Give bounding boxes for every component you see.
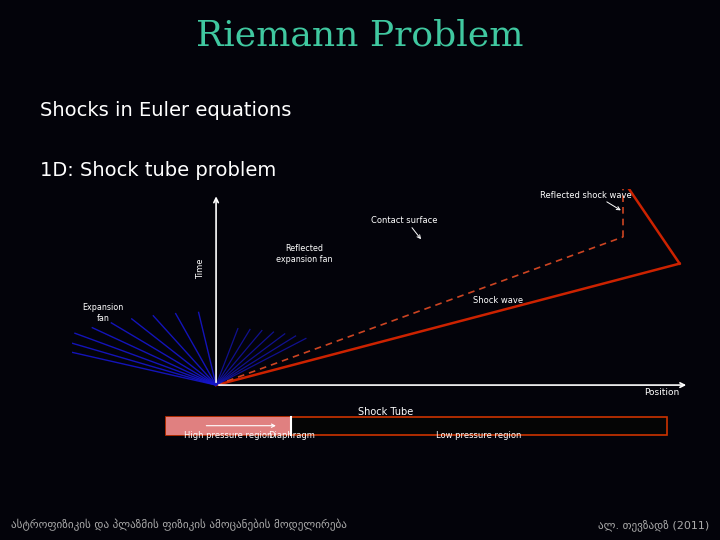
Text: 1D: Shock tube problem: 1D: Shock tube problem: [40, 160, 276, 180]
Text: High pressure region: High pressure region: [184, 431, 273, 440]
Text: Time: Time: [196, 259, 205, 279]
Bar: [166, 417, 667, 435]
Text: Reflected
expansion fan: Reflected expansion fan: [276, 244, 332, 264]
Text: ალ. თევზადზ (2011): ალ. თევზადზ (2011): [598, 519, 709, 531]
Text: Riemann Problem: Riemann Problem: [197, 18, 523, 52]
Text: Expansion
fan: Expansion fan: [83, 303, 124, 323]
Text: Shock Tube: Shock Tube: [358, 407, 413, 417]
Text: Low pressure region: Low pressure region: [436, 431, 522, 440]
Text: Reflected shock wave: Reflected shock wave: [540, 191, 631, 200]
Text: Contact surface: Contact surface: [371, 216, 437, 225]
Text: Shocks in Euler equations: Shocks in Euler equations: [40, 101, 291, 120]
Text: Position: Position: [644, 388, 680, 397]
Text: Diaphragm: Diaphragm: [268, 431, 315, 440]
Bar: [166, 417, 291, 435]
Text: ასტროფიზიკის და პლაზმის ფიზიკის ამოცანების მოდელირება: ასტროფიზიკის და პლაზმის ფიზიკის ამოცანებ…: [11, 519, 346, 531]
Text: Shock wave: Shock wave: [473, 296, 523, 305]
